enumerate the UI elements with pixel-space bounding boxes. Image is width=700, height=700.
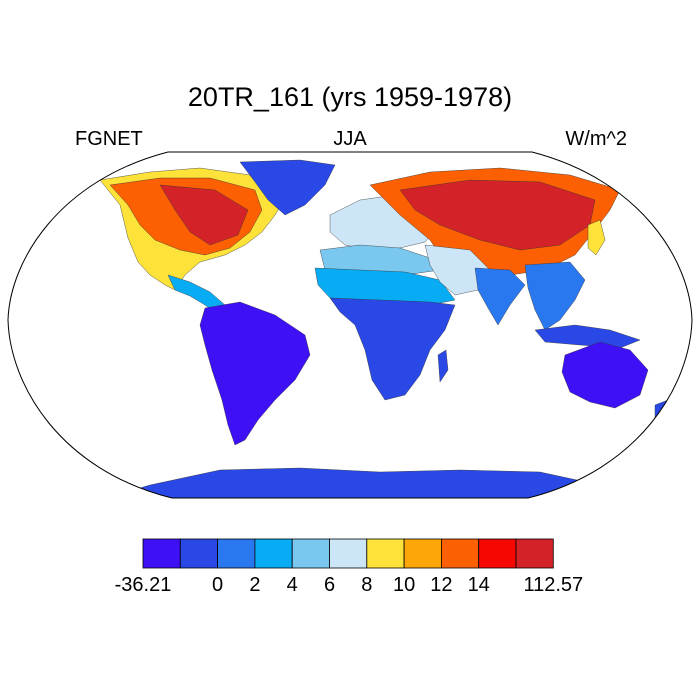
- south-america: [199, 301, 311, 446]
- asia-core-hot: [399, 179, 596, 251]
- india: [474, 267, 526, 326]
- map-title: 20TR_161 (yrs 1959-1978): [187, 82, 513, 112]
- map-land-layer: [99, 159, 669, 498]
- colorbar-swatch: [291, 538, 330, 569]
- units-label: W/m^2: [565, 128, 627, 150]
- colorbar-label: 10: [392, 574, 416, 596]
- season-label: JJA: [333, 128, 367, 150]
- colorbar-swatch: [478, 538, 517, 569]
- field-label: FGNET: [75, 128, 143, 150]
- australia: [561, 341, 649, 409]
- japan: [587, 219, 606, 256]
- colorbar-swatch: [366, 538, 405, 569]
- greenland: [239, 159, 336, 216]
- colorbar-label: 112.57: [523, 574, 584, 596]
- colorbar-swatch: [254, 538, 293, 569]
- colorbar-label: 2: [249, 574, 261, 596]
- middle-east: [424, 244, 491, 296]
- colorbar-swatch: [179, 538, 219, 569]
- colorbar-swatch: [217, 538, 256, 569]
- colorbar-swatch: [329, 538, 368, 569]
- colorbar-label: 4: [286, 574, 298, 596]
- colorbar-label: 0: [212, 574, 224, 596]
- colorbar-swatch: [403, 538, 442, 569]
- colorbar-label: 6: [323, 574, 336, 596]
- colorbar-swatch: [142, 538, 181, 569]
- new-zealand: [654, 399, 669, 426]
- madagascar: [437, 349, 449, 383]
- colorbar-label: 12: [430, 574, 453, 596]
- antarctica: [99, 467, 651, 498]
- north-america-hot: [159, 184, 249, 246]
- colorbar-swatch: [515, 538, 554, 569]
- colorbar-label: 14: [467, 574, 490, 596]
- africa-south: [329, 297, 456, 401]
- colorbar-label: -36.21: [114, 574, 172, 596]
- southeast-asia: [524, 261, 586, 331]
- colorbar-swatch: [440, 538, 480, 569]
- colorbar: [142, 538, 554, 569]
- map-outline: [7, 151, 693, 499]
- indonesia: [534, 324, 641, 349]
- colorbar-label: 8: [361, 574, 373, 596]
